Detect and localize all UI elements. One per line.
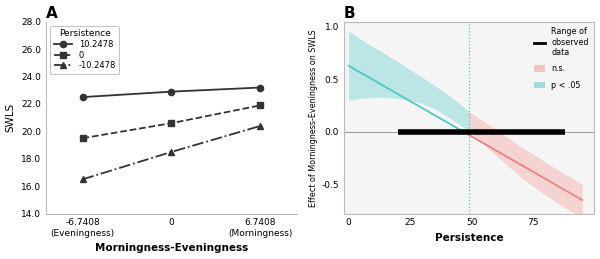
10.2478 [168,90,175,93]
Line: -10.2478: -10.2478 [79,123,263,183]
X-axis label: Morningness-Eveningness: Morningness-Eveningness [95,243,248,254]
Legend: Range of
observed
data, n.s., p < .05: Range of observed data, n.s., p < .05 [531,24,592,93]
Y-axis label: Effect of Morningness-Eveningness on SWLS: Effect of Morningness-Eveningness on SWL… [310,29,319,206]
0 [257,104,264,107]
Legend: 10.2478, 0, -10.2478: 10.2478, 0, -10.2478 [50,26,119,74]
Text: A: A [46,5,58,20]
Text: B: B [344,5,355,20]
10.2478 [257,86,264,89]
-10.2478 [257,124,264,127]
X-axis label: Persistence: Persistence [435,233,503,243]
Line: 0: 0 [79,102,263,141]
Line: 10.2478: 10.2478 [79,84,263,100]
Y-axis label: SWLS: SWLS [5,103,16,132]
0 [79,137,86,140]
0 [168,122,175,125]
-10.2478 [79,178,86,181]
-10.2478 [168,150,175,154]
10.2478 [79,96,86,99]
